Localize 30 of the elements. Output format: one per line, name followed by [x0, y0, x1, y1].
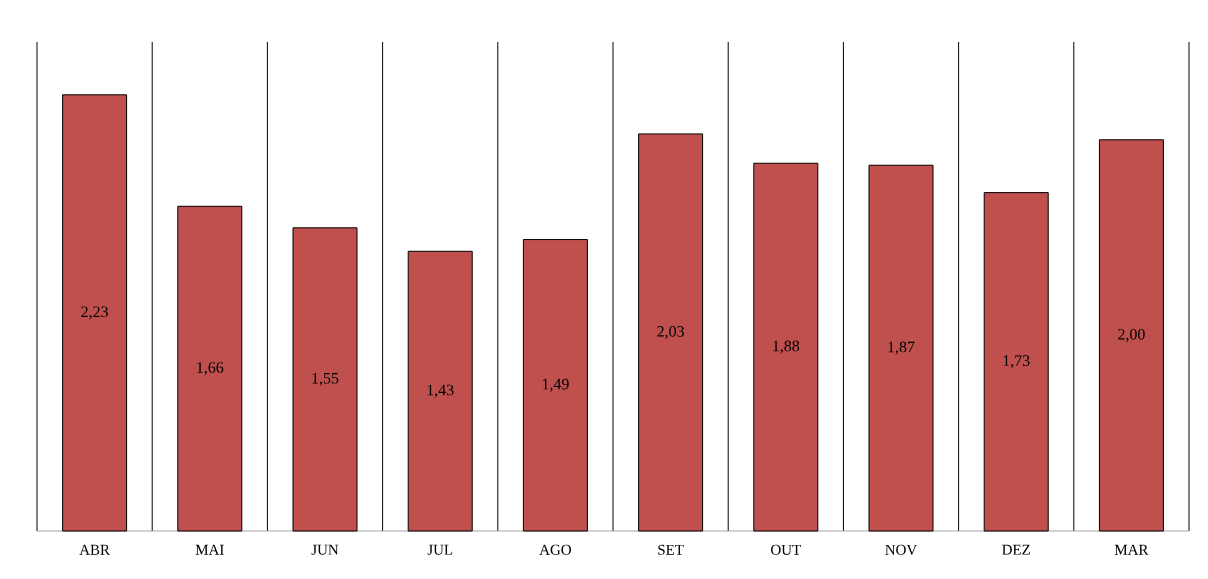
x-tick-label: SET — [658, 544, 684, 555]
bar — [292, 227, 358, 532]
data-label: 1,49 — [542, 378, 569, 392]
data-label: 1,87 — [888, 341, 915, 355]
bar — [983, 192, 1049, 532]
x-tick-label: JUN — [311, 544, 339, 555]
x-tick-label: MAR — [1114, 544, 1149, 555]
data-label: 1,66 — [197, 362, 224, 376]
bar — [868, 164, 934, 532]
x-tick-label: DEZ — [1002, 544, 1030, 555]
bar — [638, 133, 704, 532]
x-tick-label: JUL — [427, 544, 453, 555]
data-label: 1,88 — [773, 340, 800, 354]
x-tick-label: NOV — [885, 544, 918, 555]
bar — [753, 162, 819, 532]
data-label: 2,23 — [81, 306, 108, 320]
bar — [407, 250, 473, 532]
bar — [522, 239, 588, 532]
bar — [1098, 139, 1164, 532]
x-tick-label: ABR — [79, 544, 110, 555]
x-tick-label: MAI — [195, 544, 224, 555]
data-label: 1,55 — [312, 372, 339, 386]
x-tick-label: OUT — [771, 544, 801, 555]
data-label: 2,03 — [657, 325, 684, 339]
x-tick-label: AGO — [539, 544, 571, 555]
bar — [62, 94, 128, 532]
data-label: 2,00 — [1118, 328, 1145, 342]
data-label: 1,43 — [427, 384, 454, 398]
data-label: 1,73 — [1003, 355, 1030, 369]
bar — [177, 205, 243, 532]
